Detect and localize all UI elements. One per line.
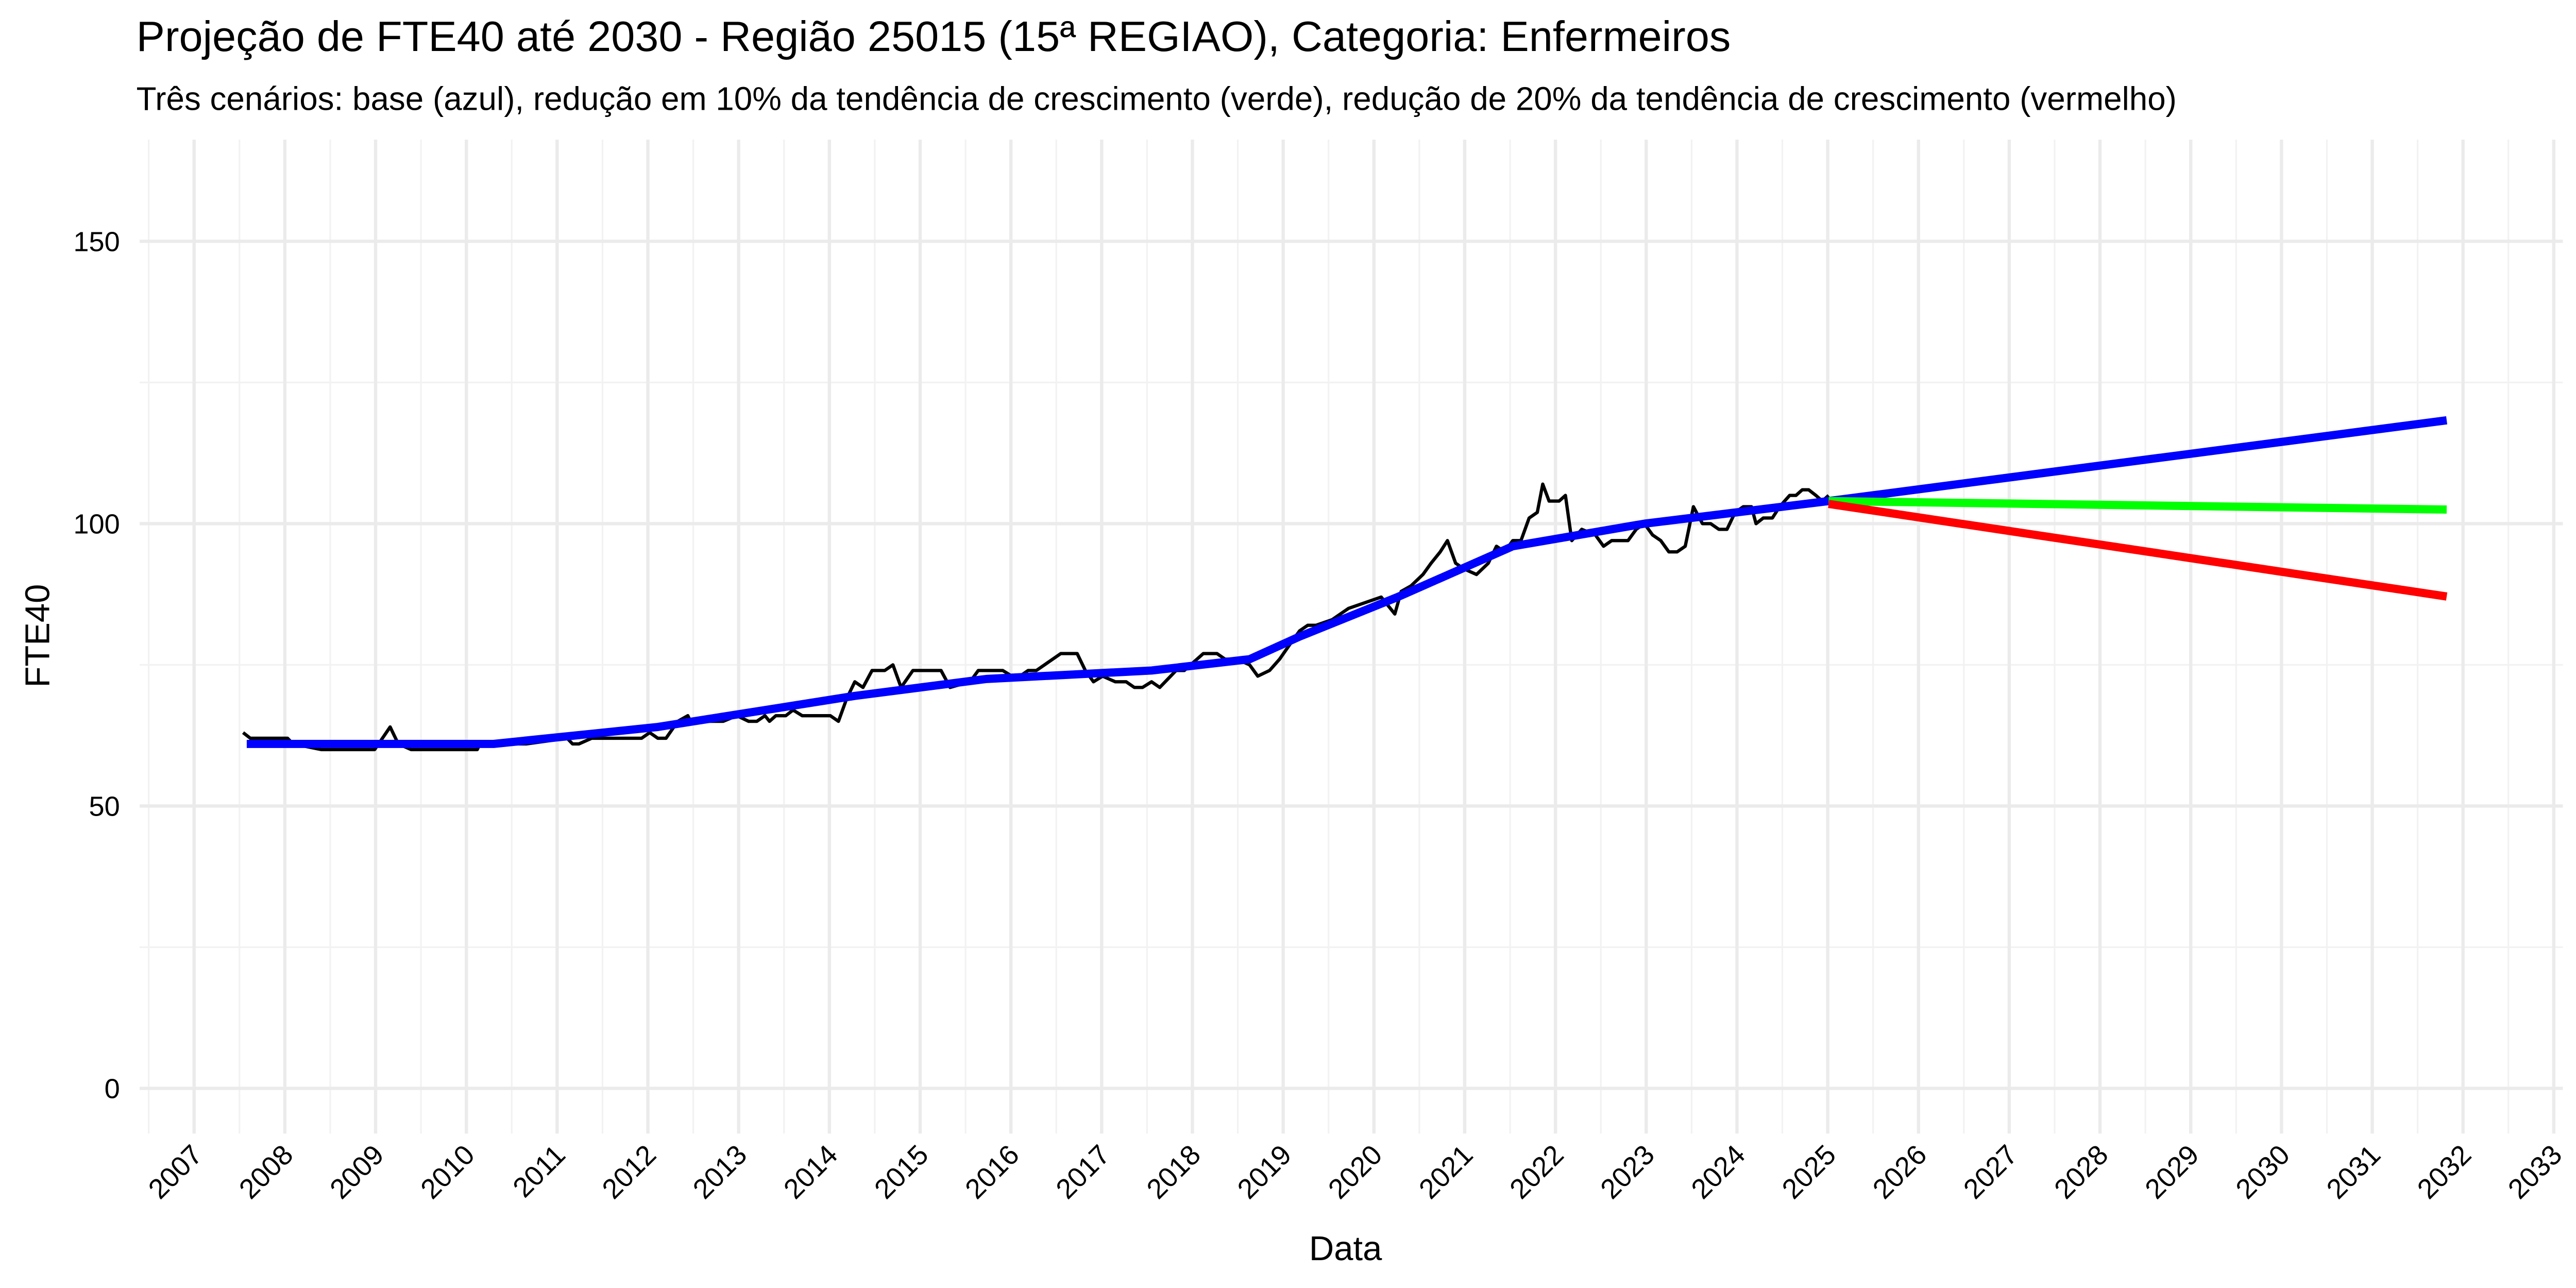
x-tick-label: 2017 — [1050, 1139, 1116, 1205]
x-tick-label: 2011 — [507, 1139, 571, 1204]
y-tick-label: 150 — [73, 226, 120, 257]
y-tick-label: 0 — [105, 1074, 120, 1105]
x-tick-label: 2019 — [1232, 1139, 1298, 1205]
y-axis-label: FTE40 — [19, 584, 57, 688]
x-tick-label: 2031 — [2321, 1139, 2387, 1205]
x-tick-label: 2022 — [1504, 1139, 1570, 1205]
y-tick-label: 100 — [73, 509, 120, 540]
x-tick-label: 2016 — [959, 1139, 1025, 1205]
series-line — [1828, 500, 2448, 601]
x-tick-label: 2013 — [687, 1139, 753, 1205]
x-tick-label: 2027 — [1958, 1139, 2024, 1205]
x-tick-label: 2018 — [1141, 1139, 1207, 1205]
chart-subtitle: Três cenários: base (azul), redução em 1… — [137, 80, 2177, 117]
x-tick-label: 2029 — [2139, 1139, 2205, 1205]
x-tick-label: 2023 — [1595, 1139, 1660, 1205]
x-tick-label: 2010 — [415, 1139, 481, 1205]
x-tick-label: 2009 — [324, 1139, 390, 1205]
x-tick-label: 2025 — [1776, 1139, 1842, 1205]
x-tick-label: 2020 — [1323, 1139, 1388, 1205]
x-tick-label: 2021 — [1413, 1139, 1479, 1205]
x-tick-label: 2032 — [2412, 1139, 2478, 1205]
x-tick-label: 2026 — [1867, 1139, 1933, 1205]
series-line — [1828, 497, 2447, 514]
x-tick-label: 2007 — [143, 1139, 209, 1205]
x-axis-label: Data — [1309, 1229, 1382, 1268]
series-line — [246, 416, 2448, 748]
x-tick-label: 2008 — [233, 1139, 299, 1205]
x-tick-label: 2015 — [869, 1139, 935, 1205]
x-tick-label: 2030 — [2230, 1139, 2296, 1205]
x-tick-label: 2028 — [2048, 1139, 2114, 1205]
x-tick-label: 2024 — [1685, 1139, 1751, 1205]
chart-title: Projeção de FTE40 até 2030 - Região 2501… — [137, 12, 1731, 60]
x-tick-label: 2014 — [778, 1139, 844, 1205]
x-tick-label: 2012 — [596, 1139, 662, 1205]
y-tick-label: 50 — [89, 791, 120, 822]
x-tick-label: 2033 — [2502, 1139, 2568, 1205]
